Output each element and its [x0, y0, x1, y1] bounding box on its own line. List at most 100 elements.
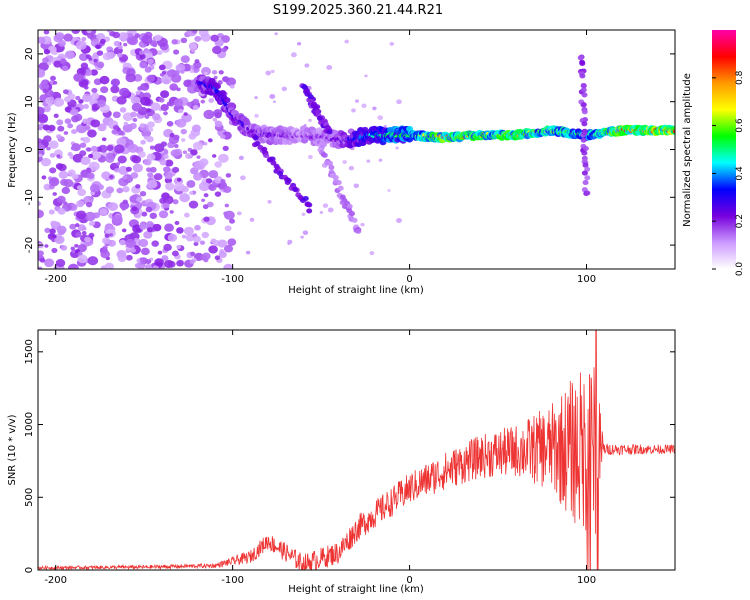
ridge-branch: [316, 115, 323, 121]
noise-speckle: [361, 103, 367, 109]
ridge-branch: [580, 102, 587, 108]
y-tick-label: 0: [24, 567, 35, 573]
noise-speckle: [38, 201, 42, 206]
noise-speckle: [218, 250, 227, 259]
noise-speckle: [140, 247, 150, 256]
noise-speckle: [53, 149, 63, 158]
noise-speckle: [111, 214, 123, 224]
noise-speckle: [190, 167, 199, 175]
noise-speckle: [90, 145, 98, 152]
colorbar-tick-label: 0.4: [735, 166, 745, 181]
noise-speckle: [70, 145, 77, 151]
noise-speckle: [132, 163, 143, 173]
noise-speckle: [208, 184, 217, 191]
noise-speckle: [56, 119, 64, 126]
noise-speckle: [56, 134, 62, 139]
noise-speckle: [100, 250, 111, 259]
noise-speckle: [290, 52, 297, 58]
noise-speckle: [106, 51, 116, 60]
noise-speckle: [203, 141, 208, 146]
noise-speckle: [112, 124, 120, 131]
noise-speckle: [76, 210, 87, 220]
noise-speckle: [360, 222, 365, 227]
noise-speckle: [125, 254, 133, 261]
noise-speckle: [43, 183, 52, 191]
noise-speckle: [190, 251, 196, 256]
noise-speckle: [254, 96, 258, 100]
x-tick-label: 0: [406, 274, 412, 285]
noise-speckle: [147, 172, 154, 178]
noise-speckle: [161, 255, 169, 262]
noise-speckle: [378, 158, 383, 162]
noise-speckle: [156, 50, 163, 56]
noise-speckle: [342, 160, 347, 164]
noise-speckle: [200, 99, 206, 104]
noise-speckle: [75, 231, 82, 238]
ridge-branch: [335, 180, 342, 186]
noise-speckle: [144, 114, 150, 119]
noise-speckle: [117, 52, 123, 58]
noise-speckle: [192, 141, 203, 151]
ridge-branch: [327, 160, 333, 166]
noise-speckle: [176, 87, 181, 92]
noise-speckle: [75, 40, 87, 50]
noise-speckle: [165, 182, 175, 191]
noise-speckle: [105, 155, 115, 163]
noise-speckle: [73, 73, 84, 82]
noise-speckle: [175, 118, 187, 128]
ridge-branch: [582, 180, 589, 186]
noise-speckle: [157, 250, 163, 255]
noise-speckle: [44, 227, 51, 234]
noise-speckle: [223, 263, 234, 269]
noise-speckle: [84, 211, 96, 222]
noise-speckle: [180, 138, 186, 142]
noise-speckle: [90, 191, 96, 196]
noise-speckle: [121, 228, 127, 233]
noise-speckle: [163, 243, 172, 252]
noise-speckle: [183, 112, 188, 116]
y-tick-label: -10: [24, 189, 35, 205]
ridge-branch: [314, 104, 321, 110]
noise-speckle: [173, 143, 179, 149]
noise-speckle: [38, 144, 46, 152]
noise-speckle: [203, 193, 209, 198]
noise-speckle: [182, 150, 188, 154]
noise-speckle: [81, 36, 87, 42]
noise-speckle: [41, 175, 47, 180]
noise-speckle: [43, 105, 51, 113]
noise-speckle: [319, 210, 324, 214]
colorbar-tick-label: 0.2: [735, 214, 745, 228]
noise-speckle: [188, 200, 199, 209]
noise-speckle: [80, 62, 89, 69]
noise-speckle: [139, 223, 147, 230]
noise-speckle: [208, 245, 218, 254]
noise-speckle: [366, 159, 371, 163]
noise-speckle: [38, 62, 49, 71]
colorbar-scale: [712, 30, 736, 269]
noise-speckle: [149, 145, 155, 150]
noise-speckle: [48, 209, 55, 215]
noise-speckle: [163, 154, 169, 159]
noise-speckle: [48, 177, 60, 187]
noise-speckle: [126, 35, 137, 45]
noise-speckle: [176, 244, 182, 249]
noise-speckle: [154, 258, 164, 267]
spectrogram-x-label: Height of straight line (km): [288, 285, 424, 296]
noise-speckle: [108, 233, 114, 237]
noise-speckle: [267, 199, 272, 204]
noise-speckle: [138, 151, 146, 158]
noise-speckle: [77, 254, 88, 264]
noise-speckle: [88, 153, 94, 159]
noise-speckle: [57, 207, 66, 215]
ridge-branch: [337, 185, 344, 191]
noise-speckle: [348, 165, 355, 171]
spectrogram-y-label: Frequency (Hz): [7, 112, 18, 188]
noise-speckle: [137, 86, 143, 91]
noise-speckle: [61, 186, 71, 195]
noise-speckle: [78, 53, 89, 62]
noise-speckle: [53, 60, 62, 68]
noise-speckle: [223, 244, 234, 253]
noise-speckle: [178, 108, 184, 114]
noise-speckle: [364, 74, 368, 78]
noise-speckle: [210, 34, 219, 42]
